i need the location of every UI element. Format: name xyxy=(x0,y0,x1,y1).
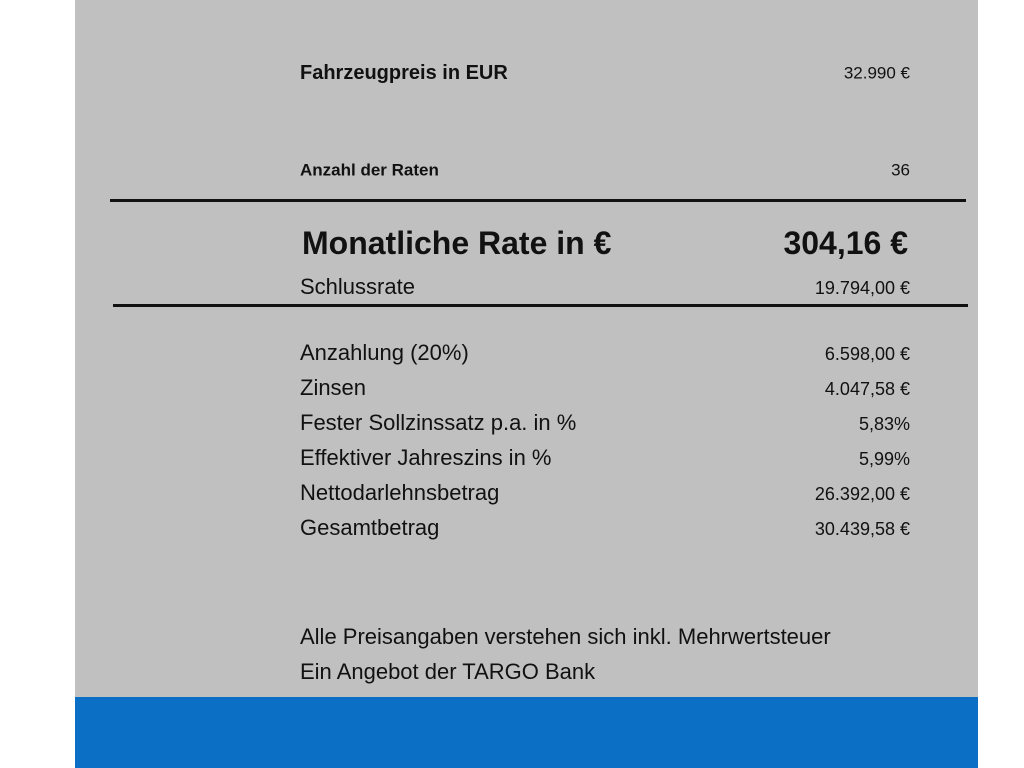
value: 32.990 € xyxy=(843,63,910,83)
label: Monatliche Rate in € xyxy=(302,225,612,261)
label: Nettodarlehnsbetrag xyxy=(300,480,500,505)
value: 304,16 € xyxy=(783,225,908,261)
label: Schlussrate xyxy=(300,274,415,299)
label: Zinsen xyxy=(300,375,367,400)
footer-line: Ein Angebot der TARGO Bank xyxy=(300,659,596,684)
value: 4.047,58 € xyxy=(824,379,910,399)
value: 30.439,58 € xyxy=(814,519,910,539)
divider xyxy=(110,199,966,202)
action-banner xyxy=(75,697,978,768)
label: Anzahl der Raten xyxy=(300,160,439,180)
label: Fahrzeugpreis in EUR xyxy=(300,62,508,84)
label: Gesamtbetrag xyxy=(300,515,440,540)
offer-panel xyxy=(75,0,978,697)
label: Effektiver Jahreszins in % xyxy=(300,445,552,470)
value: 26.392,00 € xyxy=(814,484,910,504)
value: 36 xyxy=(891,160,910,180)
value: 19.794,00 € xyxy=(814,278,910,298)
value: 5,99% xyxy=(858,449,910,469)
label: Anzahlung (20%) xyxy=(300,340,469,365)
footer-line: Alle Preisangaben verstehen sich inkl. M… xyxy=(300,624,831,649)
value: 6.598,00 € xyxy=(824,344,910,364)
value: 5,83% xyxy=(858,414,910,434)
divider xyxy=(113,304,968,307)
label: Fester Sollzinssatz p.a. in % xyxy=(300,410,577,435)
